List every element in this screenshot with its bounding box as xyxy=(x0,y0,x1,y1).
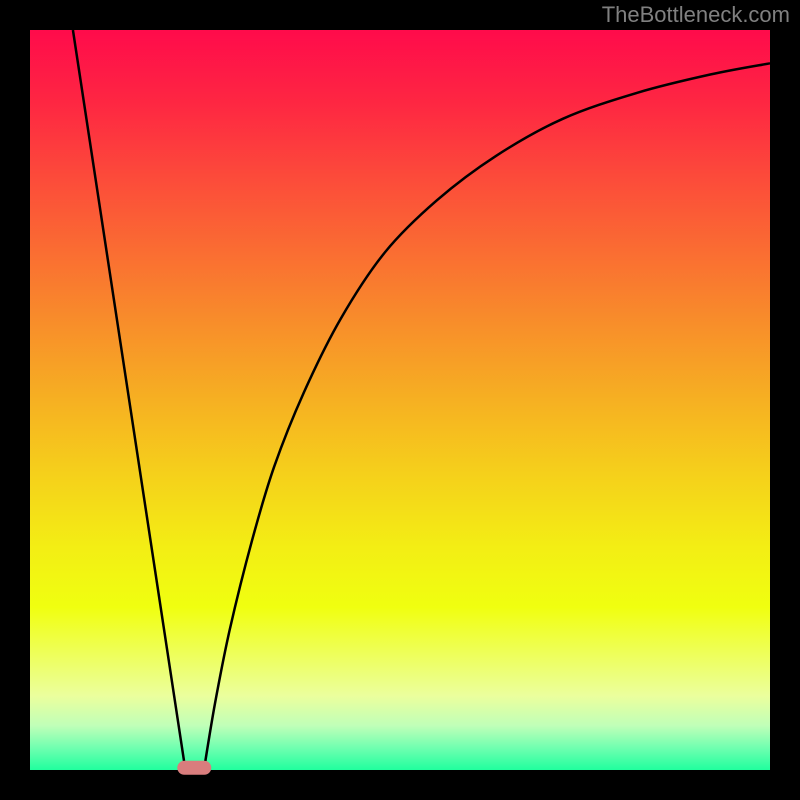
watermark-text: TheBottleneck.com xyxy=(602,2,790,28)
bottleneck-marker xyxy=(177,761,211,775)
bottleneck-chart xyxy=(0,0,800,800)
chart-container: TheBottleneck.com xyxy=(0,0,800,800)
chart-background-gradient xyxy=(30,30,770,770)
